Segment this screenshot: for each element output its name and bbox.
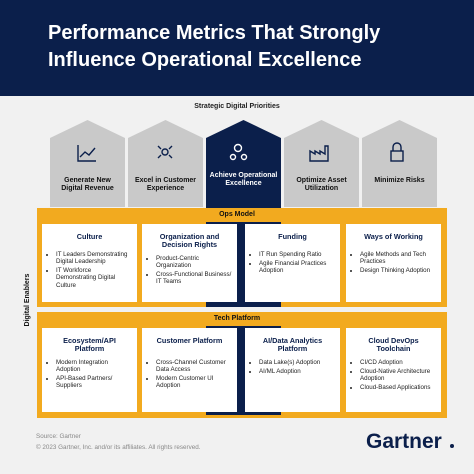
enabler-box xyxy=(245,328,340,412)
bullet: IT Leaders Demonstrating Digital Leaders… xyxy=(56,251,133,265)
bullet: Agile Methods and Tech Practices xyxy=(360,251,437,265)
bullet: Cloud-Native Architecture Adoption xyxy=(360,368,437,382)
bullet: Data Lake(s) Adoption xyxy=(259,359,336,366)
bullets: Modern Integration Adoption API-Based Par… xyxy=(47,359,133,390)
box-title: Culture xyxy=(76,232,103,241)
box-title: Funding xyxy=(278,232,307,241)
title-line: Performance Metrics That Strongly xyxy=(48,22,381,44)
source: Source: Gartner xyxy=(36,433,81,440)
box-title: Cloud DevOps Toolchain xyxy=(368,336,419,354)
priority-label: Minimize Risks xyxy=(374,177,425,184)
enabler-box xyxy=(142,224,237,302)
bullet: API-Based Partners/ Suppliers xyxy=(56,375,133,389)
box-title: Customer Platform xyxy=(156,336,223,345)
bullet-list: Product-Centric Organization Cross-Functi… xyxy=(147,255,233,288)
bullets: CI/CD Adoption Cloud-Native Architecture … xyxy=(351,359,437,392)
bullet: IT Run Spending Ratio xyxy=(259,251,336,258)
priorities-label: Strategic Digital Priorities xyxy=(194,103,280,110)
logo: Gartner xyxy=(366,430,442,453)
enabler-box xyxy=(346,224,441,302)
priority-label: Generate New Digital Revenue xyxy=(61,177,114,193)
bullet: Modern Customer UI Adoption xyxy=(156,375,233,389)
bullet-list: Modern Integration Adoption API-Based Par… xyxy=(47,359,133,392)
bullets: IT Run Spending Ratio Agile Financial Pra… xyxy=(250,251,336,274)
priority-label: Excel in Customer Experience xyxy=(134,177,197,193)
bullets: Agile Methods and Tech Practices Design T… xyxy=(351,251,437,274)
box-title: Ecosystem/API Platform xyxy=(63,336,116,354)
enabler-box xyxy=(346,328,441,412)
box-title: Ways of Working xyxy=(364,232,423,241)
bullets: Data Lake(s) Adoption AI/ML Adoption xyxy=(250,359,336,375)
priority-column xyxy=(128,120,203,207)
priority-column xyxy=(362,120,437,207)
bullets: Cross-Channel Customer Data Access Modern… xyxy=(147,359,233,390)
enabler-box xyxy=(42,224,137,302)
priority-label: Achieve Operational Excellence xyxy=(209,172,278,188)
bullet: Product-Centric Organization xyxy=(156,255,233,269)
bullet: CI/CD Adoption xyxy=(360,359,437,366)
bullet-list: IT Run Spending Ratio Agile Financial Pra… xyxy=(250,251,336,276)
section-title: Tech Platform xyxy=(213,315,261,322)
box-title: AI/Data Analytics Platform xyxy=(262,336,323,354)
bullet: Cloud-Based Applications xyxy=(360,384,437,391)
enabler-box xyxy=(142,328,237,412)
header-band xyxy=(0,0,474,96)
enabler-box xyxy=(245,224,340,302)
bullet-list: Cross-Channel Customer Data Access Modern… xyxy=(147,359,233,392)
copyright: © 2023 Gartner, Inc. and/or its affiliat… xyxy=(36,444,201,451)
priority-column xyxy=(284,120,359,207)
section-title: Ops Model xyxy=(219,211,255,218)
box-title: Organization and Decision Rights xyxy=(159,232,220,250)
bullet: Design Thinking Adoption xyxy=(360,267,437,274)
bullet: Cross-Functional Business/ IT Teams xyxy=(156,271,233,285)
logo-dot xyxy=(450,444,454,448)
bullet: Agile Financial Practices Adoption xyxy=(259,260,336,274)
priority-column xyxy=(50,120,125,207)
priority-label: Optimize Asset Utilization xyxy=(296,177,347,193)
bullet-list: Data Lake(s) Adoption AI/ML Adoption xyxy=(250,359,336,377)
title-line: Influence Operational Excellence xyxy=(48,49,362,71)
bullet: Cross-Channel Customer Data Access xyxy=(156,359,233,373)
icons xyxy=(77,142,404,162)
enabler-box xyxy=(42,328,137,412)
bullet-list: IT Leaders Demonstrating Digital Leaders… xyxy=(47,251,133,291)
enablers-label: Digital Enablers xyxy=(23,273,31,327)
bullet: Modern Integration Adoption xyxy=(56,359,133,373)
bullets: Product-Centric Organization Cross-Functi… xyxy=(147,255,233,286)
bullet: AI/ML Adoption xyxy=(259,368,336,375)
bullets: IT Leaders Demonstrating Digital Leaders… xyxy=(47,251,133,289)
bullet: IT Workforce Demonstrating Digital Cultu… xyxy=(56,267,133,288)
priority-column-active xyxy=(206,120,281,222)
bullet-list: CI/CD Adoption Cloud-Native Architecture … xyxy=(351,359,437,394)
bullet-list: Agile Methods and Tech Practices Design T… xyxy=(351,251,437,276)
